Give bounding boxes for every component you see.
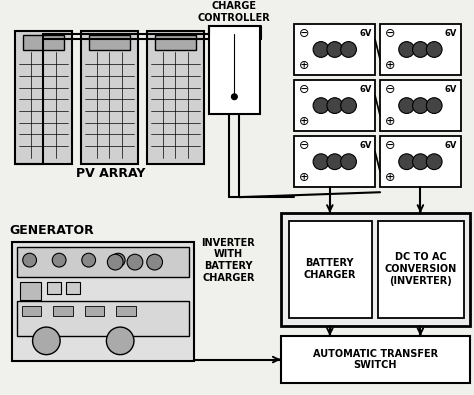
- Text: PV ARRAY: PV ARRAY: [76, 167, 145, 180]
- Text: GENERATOR: GENERATOR: [9, 224, 94, 237]
- Circle shape: [111, 253, 125, 267]
- Text: 6V: 6V: [359, 141, 372, 150]
- Bar: [380, 24, 461, 75]
- Circle shape: [399, 98, 414, 113]
- Text: ⊕: ⊕: [299, 115, 310, 128]
- Circle shape: [82, 253, 96, 267]
- Circle shape: [399, 154, 414, 169]
- Circle shape: [313, 98, 329, 113]
- Circle shape: [426, 154, 442, 169]
- Bar: [380, 136, 461, 187]
- Bar: [85, 307, 104, 316]
- Bar: [281, 213, 470, 326]
- Circle shape: [327, 154, 343, 169]
- Bar: [89, 35, 130, 51]
- Text: ⊖: ⊖: [299, 27, 310, 40]
- Circle shape: [231, 94, 237, 100]
- Bar: [85, 53, 134, 158]
- Bar: [22, 307, 41, 316]
- Bar: [380, 80, 461, 131]
- Text: ⊕: ⊕: [299, 59, 310, 72]
- Bar: [147, 31, 204, 164]
- Circle shape: [341, 41, 356, 57]
- Circle shape: [106, 327, 134, 355]
- Text: CHARGE
CONTROLLER: CHARGE CONTROLLER: [198, 1, 271, 23]
- Bar: [151, 53, 200, 158]
- Circle shape: [147, 254, 163, 270]
- Circle shape: [52, 253, 66, 267]
- Bar: [17, 247, 189, 277]
- Text: 6V: 6V: [445, 29, 457, 38]
- Bar: [294, 136, 375, 187]
- Bar: [12, 243, 194, 361]
- Bar: [66, 282, 80, 293]
- Text: ⊖: ⊖: [299, 139, 310, 152]
- Circle shape: [327, 98, 343, 113]
- Bar: [47, 282, 61, 293]
- Circle shape: [127, 254, 143, 270]
- Circle shape: [327, 41, 343, 57]
- Circle shape: [412, 98, 428, 113]
- Bar: [19, 53, 68, 158]
- Text: ⊕: ⊕: [384, 115, 395, 128]
- Text: 6V: 6V: [359, 29, 372, 38]
- Circle shape: [313, 41, 329, 57]
- Circle shape: [108, 254, 123, 270]
- Circle shape: [412, 154, 428, 169]
- Bar: [155, 35, 196, 51]
- Text: ⊖: ⊖: [299, 83, 310, 96]
- Text: ⊕: ⊕: [384, 59, 395, 72]
- Bar: [281, 336, 470, 383]
- Text: 6V: 6V: [445, 141, 457, 150]
- Text: ⊕: ⊕: [299, 171, 310, 184]
- Text: DC TO AC
CONVERSION
(INVERTER): DC TO AC CONVERSION (INVERTER): [384, 252, 456, 286]
- Bar: [81, 31, 138, 164]
- Text: ⊖: ⊖: [384, 83, 395, 96]
- Text: ⊖: ⊖: [384, 139, 395, 152]
- Circle shape: [23, 253, 36, 267]
- Bar: [20, 282, 41, 299]
- Circle shape: [426, 98, 442, 113]
- Bar: [116, 307, 136, 316]
- Text: 6V: 6V: [445, 85, 457, 94]
- Text: 6V: 6V: [359, 85, 372, 94]
- Circle shape: [33, 327, 60, 355]
- Bar: [294, 24, 375, 75]
- Circle shape: [341, 98, 356, 113]
- Bar: [294, 80, 375, 131]
- Bar: [378, 221, 464, 318]
- Bar: [53, 307, 73, 316]
- Text: INVERTER
WITH
BATTERY
CHARGER: INVERTER WITH BATTERY CHARGER: [201, 238, 255, 282]
- Text: ⊖: ⊖: [384, 27, 395, 40]
- Circle shape: [399, 41, 414, 57]
- Circle shape: [313, 154, 329, 169]
- Bar: [23, 35, 64, 51]
- Bar: [289, 221, 372, 318]
- Circle shape: [341, 154, 356, 169]
- Text: AUTOMATIC TRANSFER
SWITCH: AUTOMATIC TRANSFER SWITCH: [312, 349, 438, 371]
- Bar: [15, 31, 72, 164]
- Circle shape: [426, 41, 442, 57]
- Bar: [209, 26, 260, 115]
- Circle shape: [412, 41, 428, 57]
- Text: BATTERY
CHARGER: BATTERY CHARGER: [303, 258, 356, 280]
- Text: ⊕: ⊕: [384, 171, 395, 184]
- Bar: [17, 301, 189, 336]
